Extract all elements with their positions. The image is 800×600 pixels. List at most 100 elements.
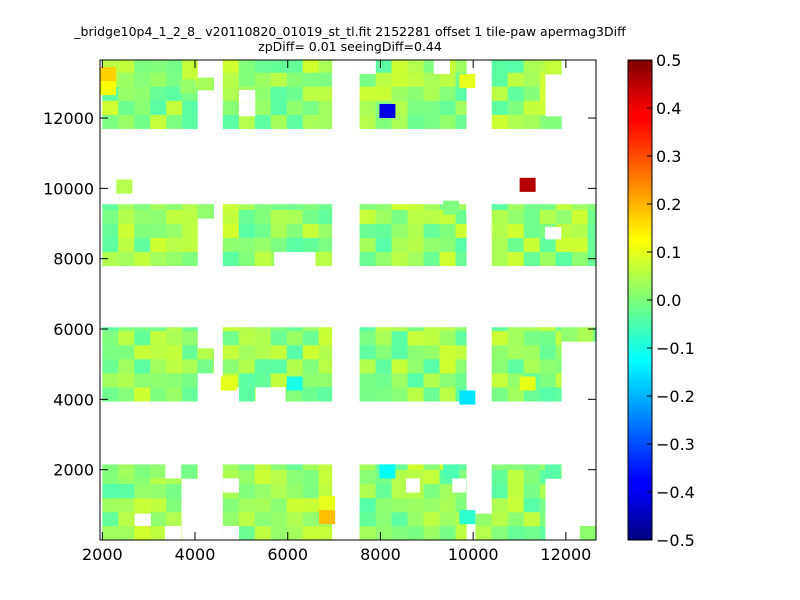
heatmap-cell (302, 497, 320, 513)
heatmap-cell (539, 204, 557, 210)
heatmap-cell (318, 204, 333, 210)
heatmap-cell (222, 497, 240, 513)
heatmap-cell (459, 74, 476, 89)
empty-cell (405, 478, 420, 493)
heatmap-cell (423, 237, 440, 253)
heatmap-cell (118, 237, 135, 253)
heatmap-cell (539, 209, 557, 224)
heatmap-cell (491, 387, 509, 402)
heatmap-cell (318, 483, 333, 499)
heatmap-cell (150, 497, 167, 513)
heatmap-cell (270, 483, 288, 499)
heatmap-cell (166, 497, 182, 513)
y-tick-label: 4000 (53, 390, 94, 409)
heatmap-cell (102, 372, 119, 388)
y-tick-label: 8000 (53, 250, 94, 269)
heatmap-cell (286, 330, 304, 346)
heatmap-cell (166, 86, 183, 101)
heatmap-cell (523, 237, 541, 253)
heatmap-cell (182, 344, 198, 360)
heatmap-cell (523, 86, 541, 101)
heatmap-cell (197, 358, 214, 374)
heatmap-cell (118, 251, 135, 267)
heatmap-cell (213, 204, 214, 219)
heatmap-cell (359, 114, 376, 129)
heatmap-cell (254, 525, 272, 541)
heatmap-cell (238, 327, 256, 332)
heatmap-cell (222, 72, 240, 87)
heatmap-cell (150, 60, 167, 73)
heatmap-cell (391, 469, 408, 485)
heatmap-cell (423, 497, 440, 513)
heatmap-cell (375, 60, 392, 73)
heatmap-block (102, 464, 166, 479)
heatmap-cell (166, 511, 182, 527)
heatmap-block (561, 327, 597, 342)
heatmap-cell (254, 511, 272, 527)
heatmap-cell (455, 330, 467, 346)
y-tick-label: 6000 (53, 320, 94, 339)
x-tick-label: 12000 (540, 545, 591, 564)
heatmap-block (545, 464, 562, 479)
heatmap-cell (150, 72, 167, 87)
heatmap-cell (539, 60, 546, 73)
x-tick-label: 6000 (267, 545, 308, 564)
heatmap-cell (407, 209, 424, 224)
heatmap-cell (254, 204, 272, 210)
heatmap-cell (491, 237, 509, 253)
heatmap-cell (443, 200, 460, 215)
heatmap-cell (118, 358, 135, 374)
heatmap-cell (197, 77, 214, 91)
plot-area (100, 60, 596, 540)
heatmap-cell (302, 464, 320, 471)
x-tick-label: 10000 (448, 545, 499, 564)
heatmap-cell (270, 497, 288, 513)
heatmap-cell (315, 251, 332, 267)
heatmap-cell (134, 100, 151, 115)
heatmap-cell (507, 204, 525, 210)
heatmap-cell (222, 344, 240, 360)
heatmap-cell (239, 387, 256, 402)
heatmap-cell (475, 525, 492, 541)
heatmap-cell (222, 223, 240, 238)
heatmap-cell (318, 327, 333, 332)
heatmap-cell (302, 114, 320, 129)
heatmap-cell (302, 483, 320, 499)
heatmap-cell (182, 114, 198, 129)
heatmap-cell (238, 209, 256, 224)
heatmap-block (197, 204, 214, 219)
heatmap-cell (318, 344, 333, 360)
heatmap-cell (134, 478, 151, 485)
heatmap-cell (455, 60, 467, 73)
heatmap-cell (375, 483, 392, 499)
heatmap-cell (539, 469, 546, 485)
heatmap-cell (166, 114, 183, 129)
heatmap-cell (455, 86, 467, 101)
heatmap-cell (523, 100, 541, 115)
heatmap-cell (166, 72, 183, 87)
chart-title: _bridge10p4_1_2_8_ v20110820_01019_st_tl… (0, 24, 700, 54)
heatmap-cell (286, 358, 304, 374)
heatmap-cell (134, 497, 151, 513)
heatmap-cell (439, 511, 456, 527)
heatmap-cell (182, 237, 198, 253)
heatmap-block (239, 387, 256, 402)
heatmap-cell (555, 204, 573, 210)
heatmap-cell (100, 81, 117, 96)
heatmap-cell (491, 330, 509, 346)
heatmap-block (545, 116, 562, 129)
heatmap-cell (391, 483, 408, 499)
heatmap-cell (491, 60, 509, 73)
heatmap-cell (182, 251, 198, 267)
heatmap-cell (491, 204, 509, 210)
heatmap-cell (134, 327, 151, 332)
heatmap-cell (102, 223, 119, 238)
heatmap-cell (134, 114, 151, 129)
heatmap-cell (507, 344, 525, 360)
colorbar-tick-label: −0.3 (656, 435, 695, 454)
heatmap-cell (455, 497, 467, 513)
heatmap-cell (166, 60, 183, 73)
heatmap-cell (286, 525, 304, 541)
heatmap-cell (134, 387, 151, 402)
heatmap-cell (375, 387, 392, 402)
